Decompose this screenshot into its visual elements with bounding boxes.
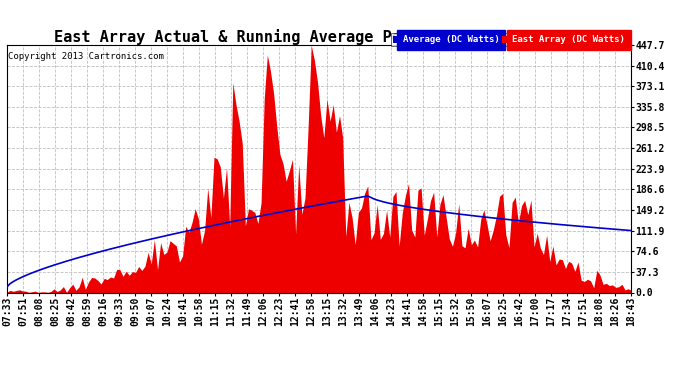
Title: East Array Actual & Running Average Power Mon Mar 11 18:47: East Array Actual & Running Average Powe… xyxy=(55,29,584,45)
Legend: Average (DC Watts), East Array (DC Watts): Average (DC Watts), East Array (DC Watts… xyxy=(391,33,627,46)
Text: Copyright 2013 Cartronics.com: Copyright 2013 Cartronics.com xyxy=(8,53,164,62)
